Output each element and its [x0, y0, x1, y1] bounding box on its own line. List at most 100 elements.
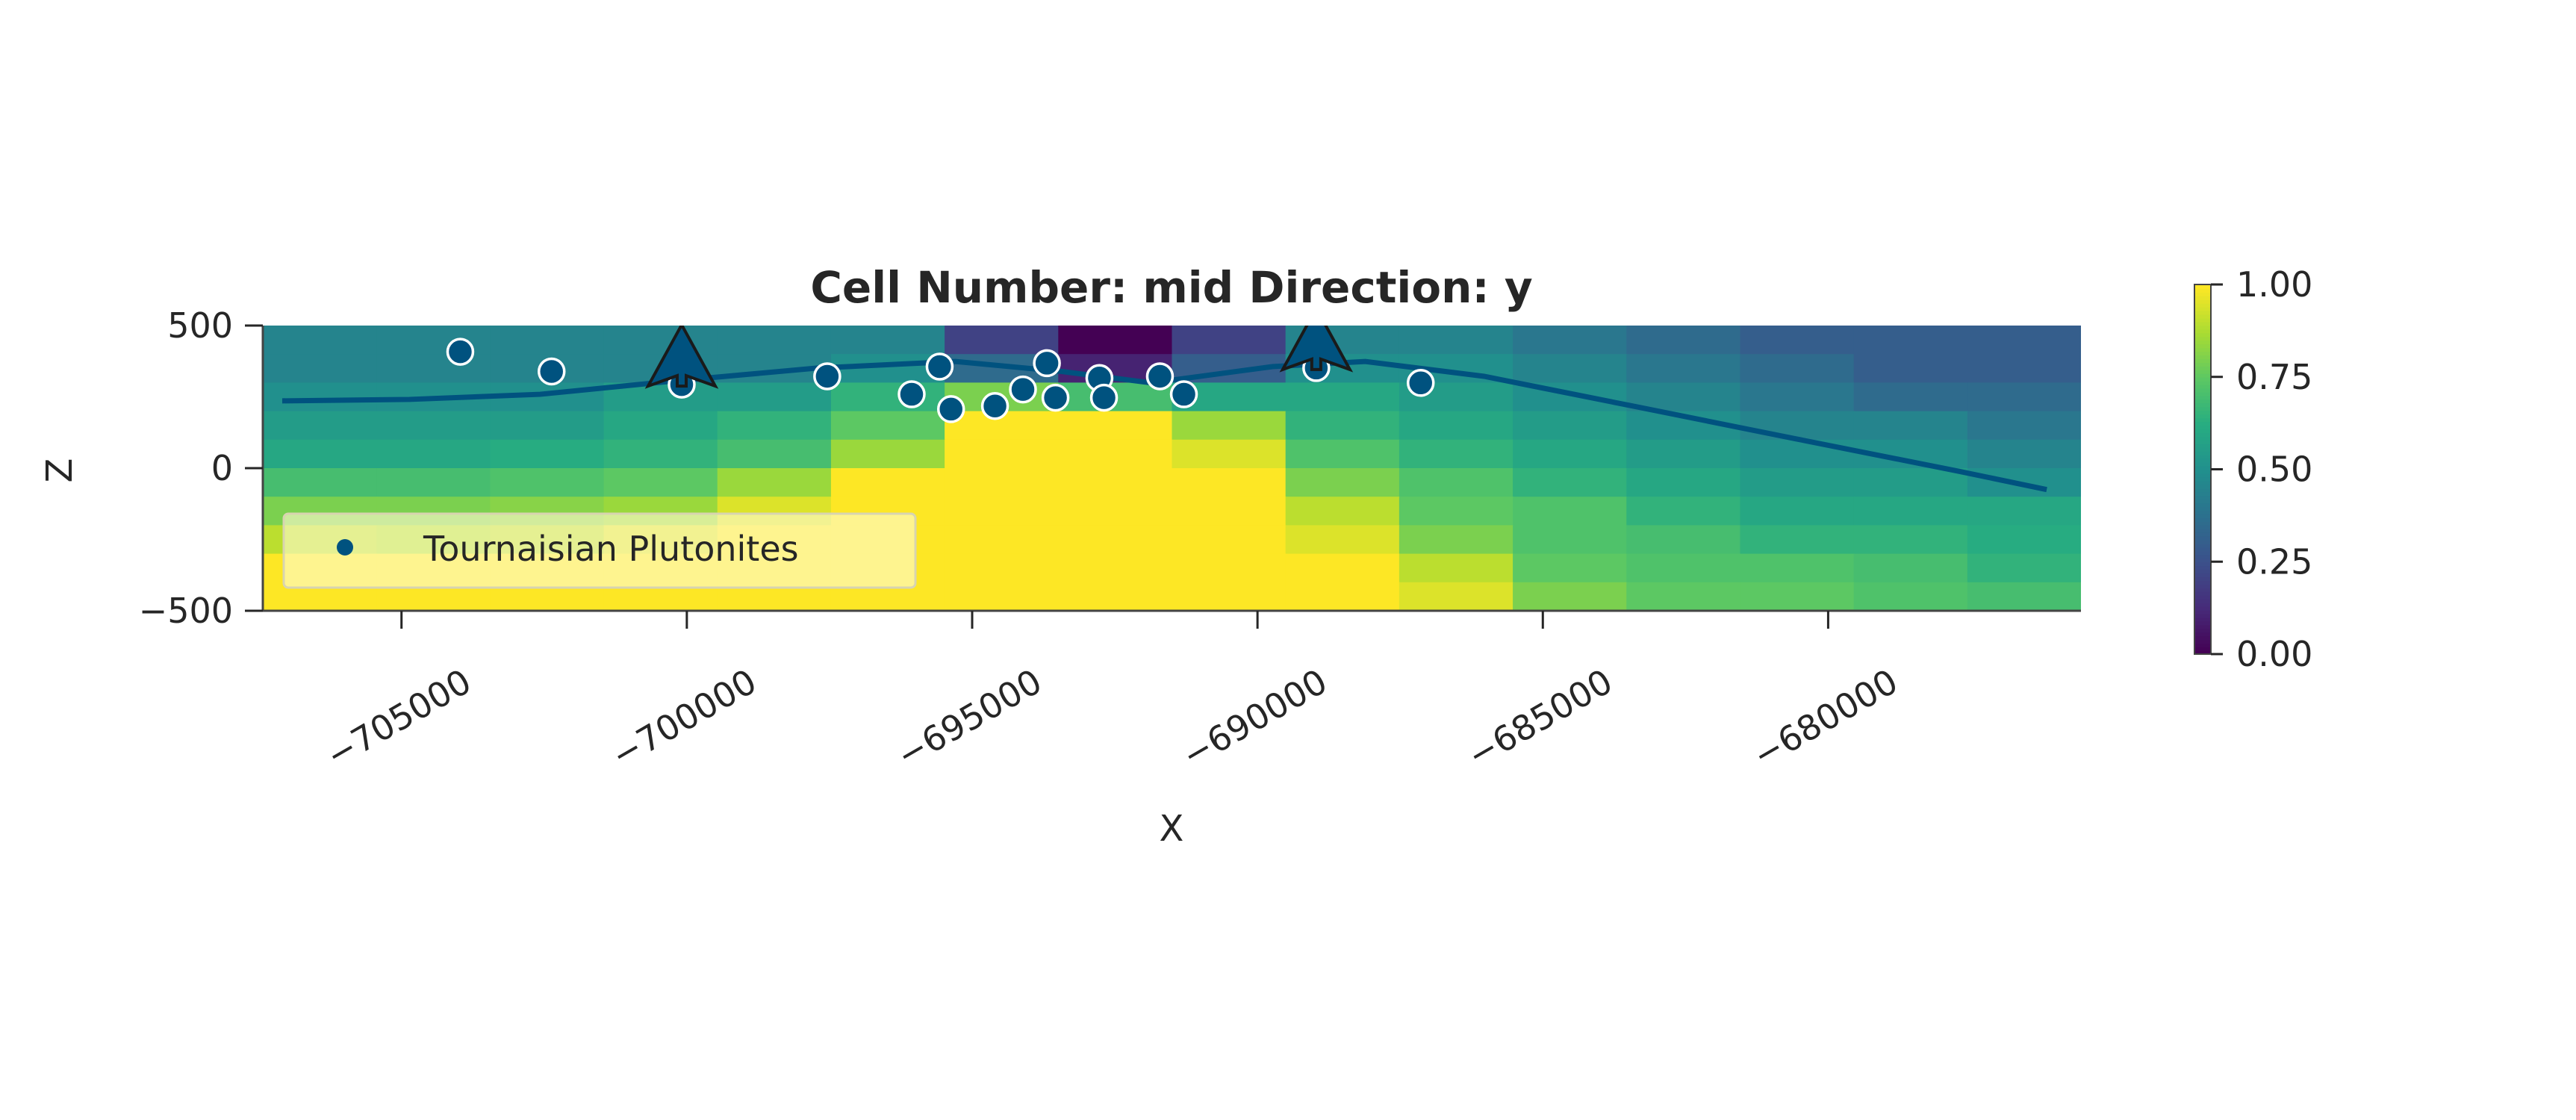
- colorbar-segment: [2194, 606, 2211, 611]
- colorbar-segment: [2194, 583, 2211, 588]
- heatmap-cell: [263, 354, 378, 384]
- colorbar-segment: [2194, 406, 2211, 411]
- data-point: [537, 357, 566, 386]
- colorbar-tick-label: 0.75: [2236, 357, 2312, 397]
- heatmap-cell: [1967, 354, 2081, 384]
- heatmap-cell: [1513, 326, 1628, 355]
- colorbar-segment: [2194, 317, 2211, 323]
- colorbar-segment: [2194, 602, 2211, 607]
- colorbar-segment: [2194, 443, 2211, 448]
- colorbar-segment: [2194, 639, 2211, 644]
- colorbar-segment: [2194, 528, 2211, 533]
- colorbar-segment: [2194, 355, 2211, 359]
- colorbar-segment: [2194, 650, 2211, 655]
- heatmap-cell: [1513, 525, 1628, 555]
- heatmap-cell: [1740, 468, 1855, 498]
- heatmap-cell: [376, 439, 491, 469]
- colorbar-tick-label: 1.00: [2236, 264, 2312, 305]
- colorbar-segment: [2194, 561, 2211, 567]
- colorbar-segment: [2194, 484, 2211, 489]
- heatmap-cell: [603, 439, 718, 469]
- heatmap-cell: [376, 468, 491, 498]
- heatmap-cell: [1626, 439, 1741, 469]
- data-point: [936, 395, 965, 423]
- heatmap-cell: [1399, 525, 1514, 555]
- orientation-arrow: [644, 326, 719, 389]
- colorbar-segment: [2194, 488, 2211, 493]
- colorbar-segment: [2194, 402, 2211, 408]
- heatmap-cell: [1740, 525, 1855, 555]
- heatmap-cell: [945, 468, 1060, 498]
- heatmap-cell: [1967, 553, 2081, 583]
- colorbar-segment: [2194, 513, 2211, 518]
- colorbar-segment: [2194, 576, 2211, 581]
- colorbar-segment: [2194, 506, 2211, 511]
- y-axis-label: Z: [39, 458, 81, 483]
- data-point: [1033, 349, 1061, 378]
- heatmap-cell: [1967, 497, 2081, 526]
- heatmap-cell: [717, 382, 832, 412]
- colorbar-segment: [2194, 284, 2211, 289]
- colorbar-segment: [2194, 340, 2211, 345]
- colorbar-segment: [2194, 491, 2211, 497]
- heatmap-cell: [1058, 582, 1173, 611]
- heatmap-cell: [1285, 497, 1400, 526]
- colorbar-segment: [2194, 632, 2211, 637]
- heatmap-cell: [1058, 326, 1173, 355]
- heatmap-cell: [1513, 411, 1628, 441]
- heatmap-cell: [717, 439, 832, 469]
- colorbar-segment: [2194, 314, 2211, 319]
- colorbar-segment: [2194, 547, 2211, 552]
- colorbar-segment: [2194, 454, 2211, 459]
- orientation-arrow: [1279, 326, 1354, 373]
- heatmap-cell: [945, 497, 1060, 526]
- colorbar-segment: [2194, 384, 2211, 389]
- legend-box: [282, 512, 917, 589]
- colorbar-segment: [2194, 591, 2211, 596]
- colorbar-segment: [2194, 594, 2211, 600]
- colorbar-segment: [2194, 620, 2211, 626]
- heatmap-cell: [1058, 525, 1173, 555]
- heatmap-cell: [1853, 582, 1968, 611]
- heatmap-cell: [1285, 582, 1400, 611]
- heatmap-cell: [1172, 439, 1287, 469]
- data-point: [925, 352, 954, 381]
- colorbar-segment: [2194, 480, 2211, 485]
- legend-marker: [337, 539, 353, 556]
- colorbar-segment: [2194, 565, 2211, 570]
- colorbar-segment: [2194, 535, 2211, 541]
- colorbar-segment: [2194, 524, 2211, 529]
- heatmap-cell: [490, 439, 605, 469]
- heatmap-cell: [830, 468, 946, 498]
- heatmap-cell: [1967, 525, 2081, 555]
- heatmap-cell: [1626, 582, 1741, 611]
- colorbar-segment: [2194, 647, 2211, 652]
- data-point: [1406, 369, 1435, 397]
- colorbar-segment: [2194, 458, 2211, 463]
- heatmap-cell: [1626, 553, 1741, 583]
- colorbar-segment: [2194, 343, 2211, 349]
- heatmap-cell: [1285, 553, 1400, 583]
- colorbar-segment: [2194, 520, 2211, 526]
- heatmap-cell: [1740, 439, 1855, 469]
- x-tick-label: −690000: [1175, 661, 1334, 776]
- heatmap-cell: [1853, 382, 1968, 412]
- heatmap-cell: [1853, 411, 1968, 441]
- legend: Tournaisian Plutonites: [282, 512, 917, 589]
- heatmap-cell: [263, 439, 378, 469]
- colorbar-segment: [2194, 469, 2211, 474]
- colorbar-segment: [2194, 598, 2211, 603]
- heatmap-cell: [1740, 411, 1855, 441]
- colorbar-segment: [2194, 539, 2211, 544]
- colorbar-segment: [2194, 558, 2211, 563]
- data-point: [980, 391, 1009, 420]
- colorbar-segment: [2194, 569, 2211, 574]
- colorbar-segment: [2194, 580, 2211, 585]
- colorbar-segment: [2194, 503, 2211, 507]
- heatmap-cell: [945, 582, 1060, 611]
- colorbar-segment: [2194, 587, 2211, 592]
- colorbar-segment: [2194, 509, 2211, 514]
- heatmap-cell: [945, 525, 1060, 555]
- colorbar-segment: [2194, 361, 2211, 367]
- heatmap-cell: [263, 382, 378, 412]
